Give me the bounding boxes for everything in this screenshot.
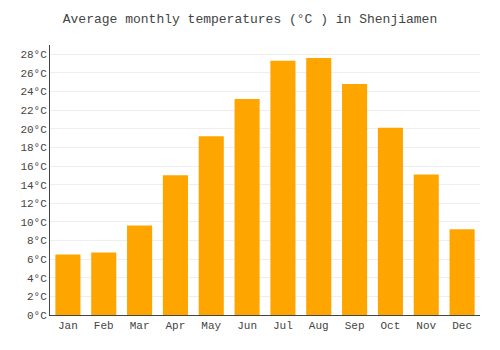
svg-text:Jan: Jan <box>58 320 78 332</box>
svg-text:10°C: 10°C <box>20 217 47 229</box>
svg-text:Feb: Feb <box>94 320 114 332</box>
svg-text:Oct: Oct <box>381 320 401 332</box>
svg-text:Jun: Jun <box>237 320 257 332</box>
svg-text:2°C: 2°C <box>27 291 47 303</box>
svg-text:Sep: Sep <box>345 320 365 332</box>
svg-text:8°C: 8°C <box>27 235 47 247</box>
svg-text:28°C: 28°C <box>20 49 47 61</box>
svg-text:Aug: Aug <box>309 320 329 332</box>
svg-text:24°C: 24°C <box>20 86 47 98</box>
svg-text:Nov: Nov <box>416 320 436 332</box>
svg-text:18°C: 18°C <box>20 142 47 154</box>
svg-text:26°C: 26°C <box>20 68 47 80</box>
svg-text:Apr: Apr <box>166 320 186 332</box>
svg-text:22°C: 22°C <box>20 105 47 117</box>
svg-text:Average monthly temperatures (: Average monthly temperatures (°C ) in Sh… <box>63 12 437 27</box>
svg-text:14°C: 14°C <box>20 180 47 192</box>
svg-text:12°C: 12°C <box>20 198 47 210</box>
svg-text:Mar: Mar <box>130 320 150 332</box>
svg-text:Jul: Jul <box>273 320 293 332</box>
svg-text:6°C: 6°C <box>27 254 47 266</box>
svg-text:16°C: 16°C <box>20 161 47 173</box>
svg-text:Dec: Dec <box>452 320 472 332</box>
svg-text:4°C: 4°C <box>27 273 47 285</box>
svg-text:20°C: 20°C <box>20 124 47 136</box>
svg-text:May: May <box>201 320 221 332</box>
svg-text:0°C: 0°C <box>27 310 47 322</box>
